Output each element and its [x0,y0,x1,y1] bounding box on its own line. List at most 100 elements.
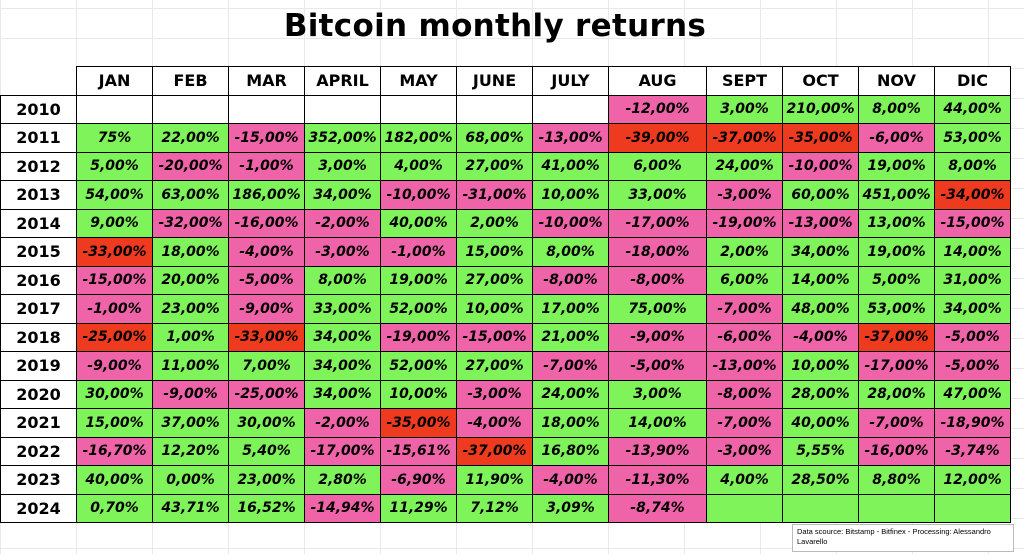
return-cell-2011-sept: -37,00% [706,123,783,153]
return-cell-2015-feb: 18,00% [152,237,229,267]
return-cell-2010-aug: -12,00% [608,94,707,124]
column-header-oct: OCT [782,66,859,96]
return-cell-2010-may [380,94,457,124]
return-cell-2016-june: 27,00% [456,265,533,295]
return-cell-2018-dic: -5,00% [934,322,1011,352]
return-cell-2023-dic: 12,00% [934,465,1011,495]
return-cell-2016-jan: -15,00% [76,265,153,295]
return-cell-2017-april: 33,00% [304,294,381,324]
return-cell-2016-feb: 20,00% [152,265,229,295]
return-cell-2017-nov: 53,00% [858,294,935,324]
return-cell-2014-july: -10,00% [532,208,609,238]
return-cell-2023-june: 11,90% [456,465,533,495]
return-cell-2014-jan: 9,00% [76,208,153,238]
return-cell-2015-may: -1,00% [380,237,457,267]
return-cell-2017-july: 17,00% [532,294,609,324]
row-header-2022: 2022 [0,436,77,466]
return-cell-2022-feb: 12,20% [152,436,229,466]
return-cell-2022-may: -15,61% [380,436,457,466]
column-header-sept: SEPT [706,66,783,96]
return-cell-2018-nov: -37,00% [858,322,935,352]
column-header-april: APRIL [304,66,381,96]
column-header-june: JUNE [456,66,533,96]
return-cell-2023-april: 2,80% [304,465,381,495]
return-cell-2014-mar: -16,00% [228,208,305,238]
row-header-2015: 2015 [0,237,77,267]
return-cell-2021-nov: -7,00% [858,408,935,438]
return-cell-2020-july: 24,00% [532,379,609,409]
return-cell-2012-nov: 19,00% [858,151,935,181]
return-cell-2014-feb: -32,00% [152,208,229,238]
return-cell-2020-may: 10,00% [380,379,457,409]
table-row: 2021 15,00% 37,00% 30,00% -2,00% -35,00% -4,00… [0,408,1011,438]
table-row: 2014 9,00% -32,00% -16,00% -2,00% 40,00% 2,00%… [0,208,1011,238]
return-cell-2022-july: 16,80% [532,436,609,466]
row-header-2010: 2010 [0,94,77,124]
return-cell-2022-aug: -13,90% [608,436,707,466]
return-cell-2017-feb: 23,00% [152,294,229,324]
column-header-aug: AUG [608,66,707,96]
return-cell-2018-sept: -6,00% [706,322,783,352]
return-cell-2011-july: -13,00% [532,123,609,153]
return-cell-2017-aug: 75,00% [608,294,707,324]
corner-cell [0,66,77,96]
return-cell-2018-april: 34,00% [304,322,381,352]
return-cell-2024-nov [858,493,935,523]
row-header-2014: 2014 [0,208,77,238]
return-cell-2010-mar [228,94,305,124]
return-cell-2022-mar: 5,40% [228,436,305,466]
return-cell-2010-dic: 44,00% [934,94,1011,124]
return-cell-2019-sept: -13,00% [706,351,783,381]
return-cell-2012-june: 27,00% [456,151,533,181]
return-cell-2023-mar: 23,00% [228,465,305,495]
row-header-2024: 2024 [0,493,77,523]
return-cell-2019-mar: 7,00% [228,351,305,381]
return-cell-2015-sept: 2,00% [706,237,783,267]
return-cell-2018-aug: -9,00% [608,322,707,352]
return-cell-2020-aug: 3,00% [608,379,707,409]
table-row: 2011 75% 22,00% -15,00% 352,00% 182,00% 68,00%… [0,123,1011,153]
row-header-2013: 2013 [0,180,77,210]
return-cell-2011-nov: -6,00% [858,123,935,153]
return-cell-2013-jan: 54,00% [76,180,153,210]
return-cell-2013-june: -31,00% [456,180,533,210]
table-row: 2022 -16,70% 12,20% 5,40% -17,00% -15,61% -37,… [0,436,1011,466]
return-cell-2021-feb: 37,00% [152,408,229,438]
return-cell-2012-feb: -20,00% [152,151,229,181]
return-cell-2012-oct: -10,00% [782,151,859,181]
return-cell-2017-dic: 34,00% [934,294,1011,324]
return-cell-2020-dic: 47,00% [934,379,1011,409]
return-cell-2023-oct: 28,50% [782,465,859,495]
return-cell-2011-dic: 53,00% [934,123,1011,153]
return-cell-2022-sept: -3,00% [706,436,783,466]
return-cell-2010-feb [152,94,229,124]
column-header-feb: FEB [152,66,229,96]
return-cell-2021-may: -35,00% [380,408,457,438]
return-cell-2019-may: 52,00% [380,351,457,381]
return-cell-2019-july: -7,00% [532,351,609,381]
column-header-dic: DIC [934,66,1011,96]
return-cell-2024-jan: 0,70% [76,493,153,523]
return-cell-2019-june: 27,00% [456,351,533,381]
return-cell-2021-june: -4,00% [456,408,533,438]
return-cell-2019-aug: -5,00% [608,351,707,381]
return-cell-2015-oct: 34,00% [782,237,859,267]
return-cell-2010-oct: 210,00% [782,94,859,124]
returns-table: JAN FEB MAR APRIL MAY JUNE JULY AUG SEPT OCT NOV DI… [0,66,1011,523]
return-cell-2016-april: 8,00% [304,265,381,295]
return-cell-2015-mar: -4,00% [228,237,305,267]
return-cell-2011-june: 68,00% [456,123,533,153]
return-cell-2014-nov: 13,00% [858,208,935,238]
return-cell-2013-mar: 186,00% [228,180,305,210]
return-cell-2022-dic: -3,74% [934,436,1011,466]
return-cell-2024-oct [782,493,859,523]
return-cell-2011-jan: 75% [76,123,153,153]
return-cell-2021-oct: 40,00% [782,408,859,438]
return-cell-2012-april: 3,00% [304,151,381,181]
return-cell-2023-may: -6,90% [380,465,457,495]
return-cell-2012-jan: 5,00% [76,151,153,181]
header-row: JAN FEB MAR APRIL MAY JUNE JULY AUG SEPT OCT NOV DI… [0,66,1011,96]
return-cell-2010-june [456,94,533,124]
return-cell-2024-april: -14,94% [304,493,381,523]
return-cell-2012-mar: -1,00% [228,151,305,181]
